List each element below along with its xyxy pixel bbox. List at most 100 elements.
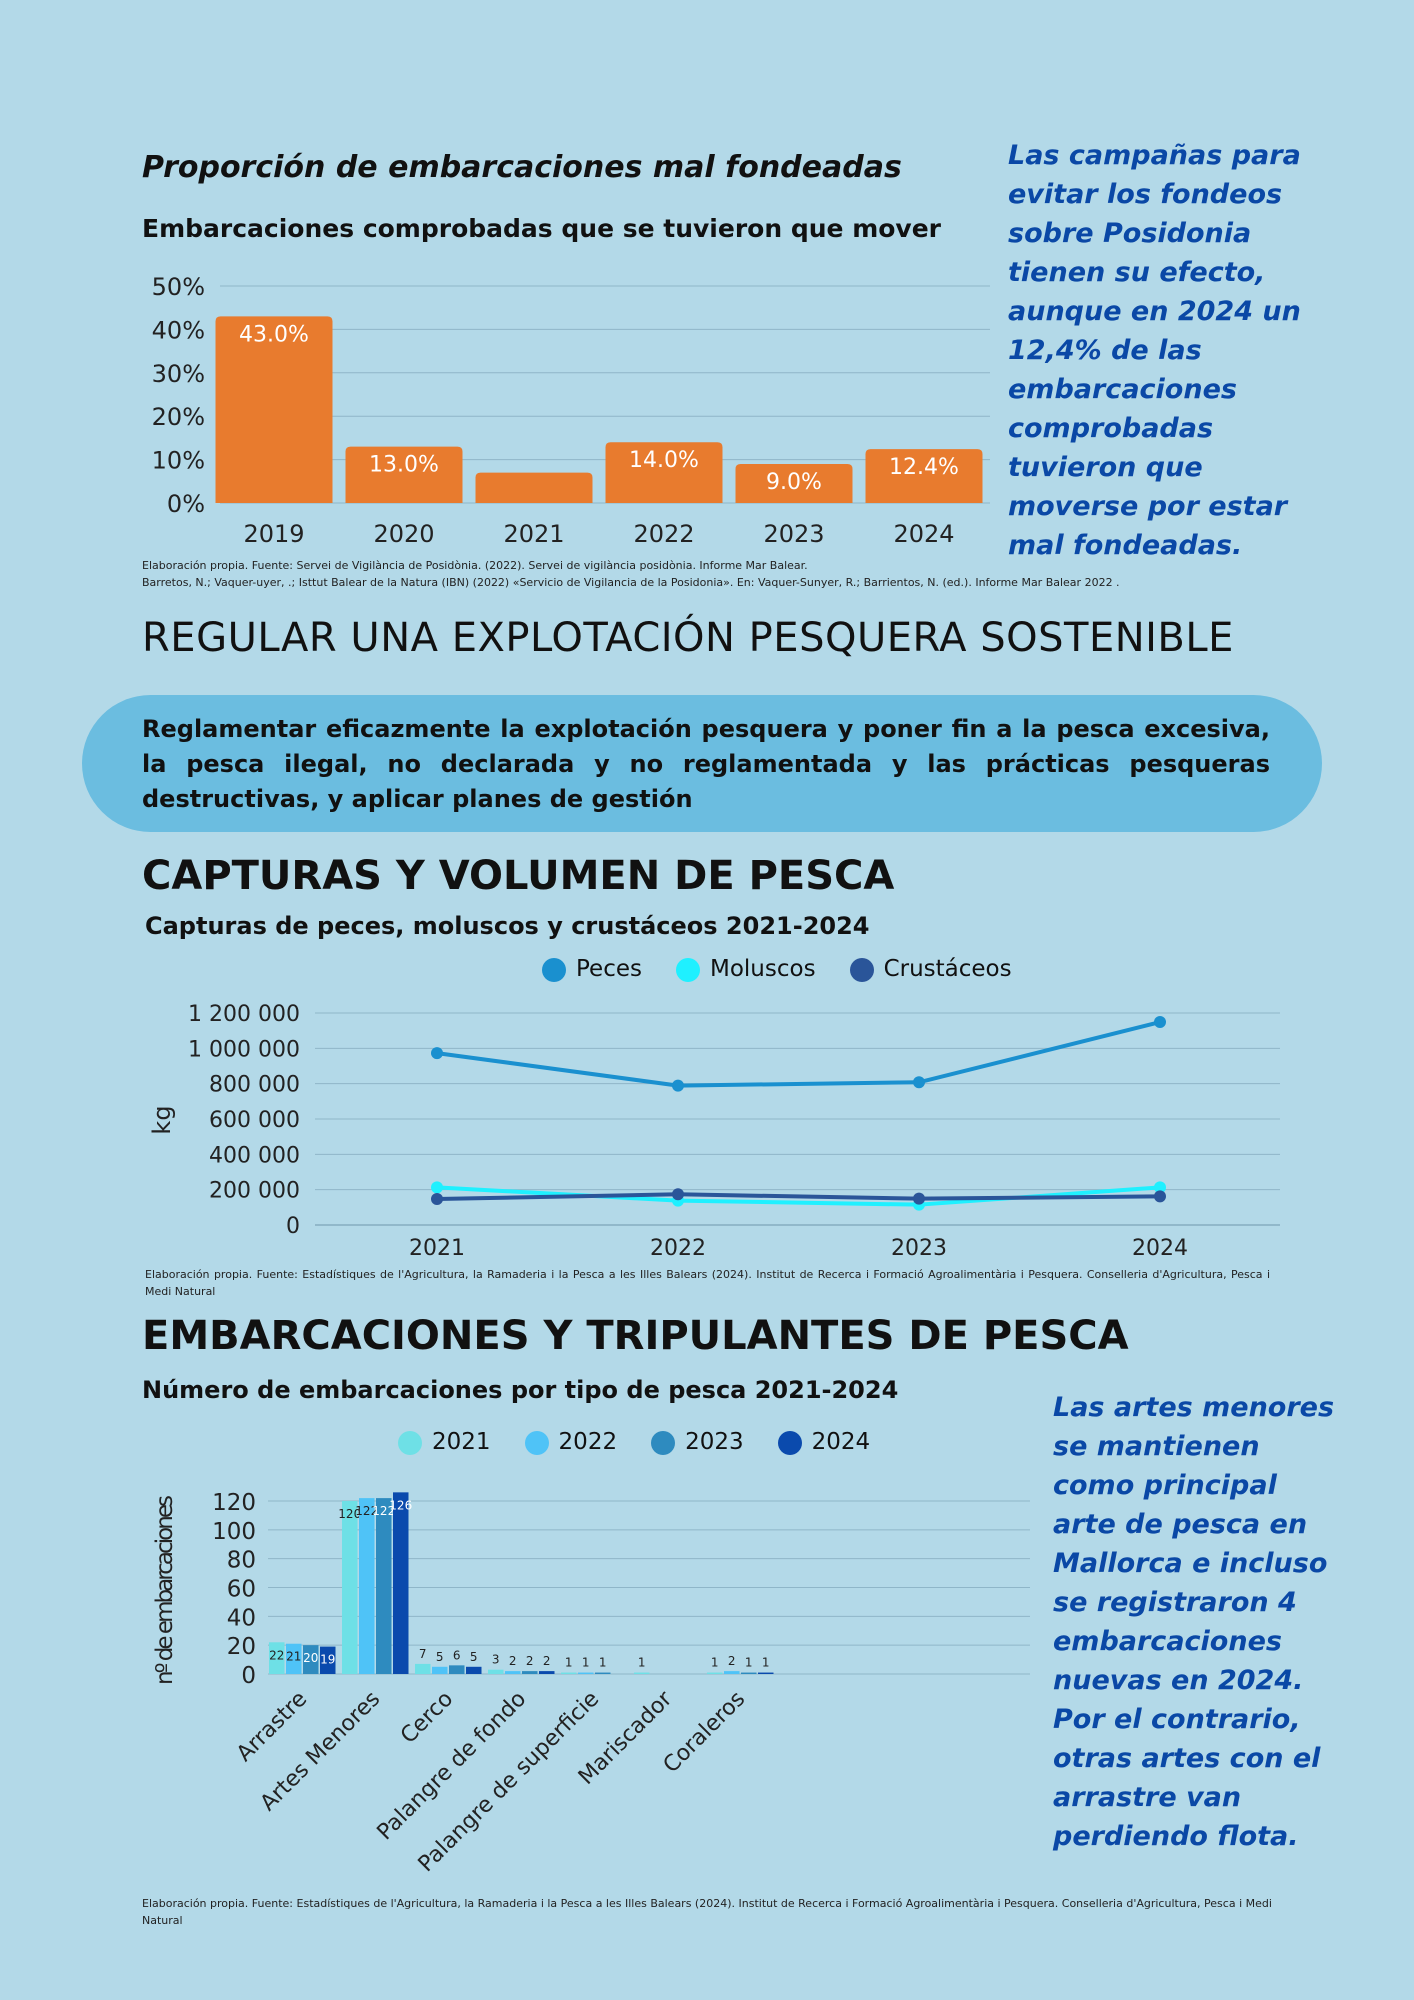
legend-item: 2024	[777, 1429, 871, 1455]
bar	[449, 1665, 465, 1674]
series-line-crustáceos	[436, 1192, 1161, 1202]
data-label: 13.0%	[369, 453, 439, 478]
data-label: 122	[355, 1504, 378, 1518]
data-label: 2	[543, 1654, 551, 1668]
bar	[269, 1642, 285, 1674]
legend-label: Crustáceos	[883, 956, 1012, 982]
data-point	[431, 1181, 443, 1194]
bar	[505, 1671, 521, 1674]
data-label: 14.0%	[629, 448, 699, 473]
source-line: Elaboración propia. Fuente: Servei de Vi…	[142, 559, 808, 572]
x-tick-label: 2021	[409, 1236, 465, 1260]
legend-label: 2021	[432, 1429, 491, 1455]
source-line: Barretos, N.; Vaquer-uyer, .; Isttut Bal…	[142, 576, 1120, 589]
y-tick-label: 40%	[152, 316, 205, 344]
data-label: 1	[565, 1656, 573, 1670]
legend-label: Moluscos	[709, 956, 816, 982]
bar	[342, 1501, 358, 1674]
y-tick-label: 1 000 000	[188, 1037, 300, 1062]
proportion-bar-chart: 0% 10% 20% 30% 40% 50% 43.0% 2019 13.0% 2020 2021 1…	[152, 273, 990, 548]
data-label: 9.0%	[766, 470, 822, 495]
y-tick-label: 100	[212, 1519, 256, 1545]
bar	[320, 1646, 336, 1674]
chart1-title: Proporción de embarcaciones mal fondeada…	[142, 150, 902, 185]
data-label: 21	[286, 1650, 301, 1664]
data-label: 120	[338, 1507, 361, 1521]
bar	[488, 1669, 504, 1674]
source-note-3: Elaboración propia. Fuente: Estadístique…	[142, 1897, 1272, 1927]
data-label: 7	[419, 1647, 427, 1661]
data-point	[1154, 1016, 1166, 1029]
legend-item: 2023	[651, 1429, 744, 1455]
bar	[466, 1666, 482, 1674]
section-heading: EMBARCACIONES Y TRIPULANTES DE PESCA	[142, 1313, 1129, 1359]
source-note-2: Elaboración propia. Fuente: Estadístique…	[145, 1268, 1270, 1298]
legend-marker-icon	[651, 1430, 676, 1455]
data-label: 126	[389, 1498, 412, 1512]
bar	[561, 1672, 577, 1674]
data-label: 2	[526, 1654, 534, 1668]
y-tick-label: 800 000	[209, 1073, 300, 1098]
chart3-subtitle: Número de embarcaciones por tipo de pesc…	[142, 1376, 899, 1404]
bar	[724, 1671, 740, 1674]
data-label: 20	[303, 1651, 318, 1665]
data-label: 1	[599, 1656, 607, 1670]
legend-label: 2023	[685, 1429, 744, 1455]
data-label: 3	[492, 1653, 500, 1667]
legend-item: Moluscos	[675, 956, 816, 982]
y-axis-title: kg	[148, 1105, 176, 1134]
bar	[393, 1492, 409, 1674]
side-note-posidonia: Las campañas para evitar los fondeos sob…	[1008, 140, 1301, 561]
bar	[345, 446, 463, 503]
bar	[605, 442, 723, 503]
legend-item: 2021	[398, 1429, 491, 1455]
x-tick-label: 2022	[633, 520, 694, 548]
data-label: 2	[509, 1654, 517, 1668]
y-tick-label: 30%	[152, 360, 205, 388]
data-label: 5	[436, 1650, 444, 1664]
data-point	[1154, 1181, 1166, 1194]
data-point	[672, 1188, 684, 1201]
bar	[415, 1663, 431, 1674]
data-label: 2	[728, 1654, 736, 1668]
data-label: 122	[372, 1504, 395, 1518]
bar	[758, 1672, 774, 1674]
side-note-artes: Las artes menores se mantienen como prin…	[1053, 1392, 1335, 1852]
x-tick-label: 2024	[1132, 1236, 1188, 1260]
bar	[432, 1666, 448, 1674]
bar	[865, 449, 983, 503]
legend-marker-icon	[777, 1430, 802, 1455]
data-label: 22	[269, 1648, 284, 1662]
bar	[578, 1672, 594, 1674]
legend-marker-icon	[675, 957, 700, 982]
source-note-1: Elaboración propia. Fuente: Servei de Vi…	[142, 557, 1242, 591]
y-tick-label: 0	[241, 1663, 256, 1689]
bar	[741, 1672, 757, 1674]
y-tick-label: 200 000	[209, 1179, 300, 1204]
data-point	[431, 1193, 443, 1206]
legend-marker-icon	[398, 1430, 422, 1455]
bar	[376, 1498, 392, 1674]
y-tick-label: 600 000	[209, 1108, 300, 1133]
bar	[522, 1671, 538, 1674]
y-tick-label: 50%	[152, 273, 205, 301]
data-point	[913, 1076, 925, 1089]
chart2-subtitle: Capturas de peces, moluscos y crustáceos…	[145, 912, 870, 940]
y-tick-label: 40	[227, 1605, 256, 1631]
data-label: 12.4%	[889, 455, 959, 480]
x-tick-label: 2020	[373, 520, 434, 548]
x-tick-label: 2023	[891, 1236, 947, 1260]
x-tick-label: 2023	[763, 520, 824, 548]
y-tick-label: 10%	[152, 447, 205, 475]
y-tick-label: 20%	[152, 403, 205, 431]
data-point	[913, 1192, 925, 1205]
legend-item: 2022	[524, 1429, 618, 1455]
bar	[475, 472, 593, 503]
legend-item: Crustáceos	[849, 956, 1012, 982]
data-point	[672, 1079, 684, 1092]
legend-label: 2022	[558, 1429, 618, 1455]
bar	[707, 1672, 723, 1674]
x-tick-label: Cerco	[396, 1687, 458, 1749]
legend-label: 2024	[811, 1429, 871, 1455]
